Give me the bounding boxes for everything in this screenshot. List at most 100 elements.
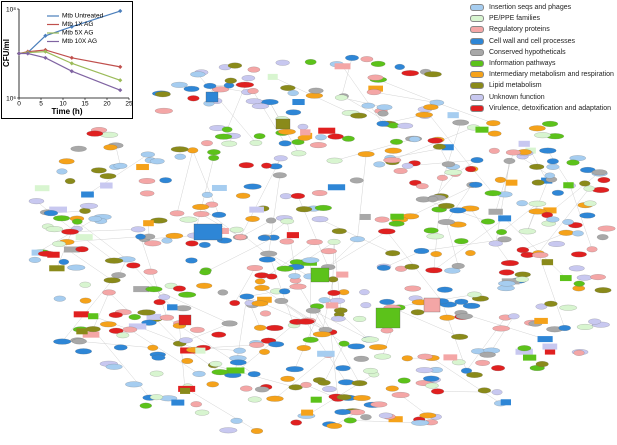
edge [129, 329, 200, 375]
node [143, 220, 154, 227]
node [239, 293, 255, 300]
node [278, 140, 292, 147]
node [130, 226, 146, 233]
node [217, 289, 229, 296]
node [423, 375, 440, 382]
node [267, 73, 278, 80]
node [211, 369, 229, 376]
node [537, 336, 553, 343]
node [411, 419, 430, 426]
data-point [25, 51, 30, 56]
legend-item: Unknown function [470, 93, 615, 102]
legend-label: Cell wall and cell processes [489, 37, 575, 45]
node [103, 277, 121, 284]
node [49, 265, 65, 272]
node [137, 309, 156, 316]
node [433, 143, 446, 150]
node [462, 302, 481, 309]
data-point [43, 33, 48, 38]
edge [400, 394, 428, 416]
node [226, 367, 245, 374]
node [34, 185, 50, 192]
node [243, 183, 262, 190]
node [234, 234, 247, 241]
node [325, 302, 339, 309]
node [260, 310, 271, 317]
node [209, 361, 223, 367]
node [287, 90, 299, 96]
node [588, 318, 602, 325]
node [498, 280, 516, 287]
edge [261, 287, 309, 321]
edge [538, 253, 565, 329]
node [385, 250, 401, 257]
legend-swatch [470, 59, 484, 67]
edge [433, 218, 505, 271]
node [311, 190, 328, 196]
x-tick-label: 20 [103, 101, 111, 108]
node [208, 155, 220, 161]
node [302, 257, 320, 264]
edge [37, 218, 96, 253]
node [233, 347, 246, 354]
node [444, 169, 463, 176]
node [190, 326, 205, 333]
node [203, 83, 217, 89]
legend-label: Mtb 5X AG [62, 30, 93, 37]
node [300, 129, 311, 136]
node [576, 274, 593, 281]
node [88, 215, 102, 222]
node [318, 297, 331, 304]
legend-label: Mtb 1X AG [62, 21, 93, 28]
node [52, 240, 66, 247]
legend-label: Mtb Untreated [62, 13, 104, 20]
edge [176, 150, 193, 214]
node [327, 133, 344, 140]
node [469, 181, 483, 188]
node [465, 166, 477, 173]
node [546, 164, 560, 170]
legend-swatch [470, 104, 484, 112]
node [449, 207, 467, 214]
node [310, 396, 322, 403]
legend-label: Regulatory proteins [489, 26, 550, 34]
node [180, 387, 191, 394]
node [171, 399, 185, 406]
node [219, 427, 238, 434]
node [479, 351, 496, 358]
node [566, 159, 580, 166]
node [138, 178, 156, 184]
node [320, 248, 337, 255]
node [136, 164, 149, 171]
node [300, 382, 312, 388]
node [126, 262, 141, 269]
node [551, 189, 564, 196]
x-tick-label: 0 [17, 101, 21, 108]
node [477, 387, 491, 394]
legend-label: PE/PPE families [489, 15, 540, 23]
node [144, 240, 162, 247]
node [532, 252, 549, 258]
node [390, 138, 403, 145]
node [437, 286, 453, 293]
edge [392, 307, 460, 337]
node [75, 348, 92, 355]
legend-label: Intermediary metabolism and respiration [489, 71, 614, 79]
node [268, 341, 285, 348]
node [207, 149, 221, 156]
node [454, 298, 469, 305]
node [229, 226, 244, 233]
node [444, 267, 461, 274]
node [258, 256, 276, 263]
node [326, 422, 343, 429]
legend-item: Lipid metabolism [470, 82, 615, 90]
edge [357, 154, 367, 240]
node [70, 145, 87, 152]
node [413, 248, 430, 254]
edge [268, 175, 281, 254]
node [378, 412, 393, 419]
node [579, 180, 591, 187]
edge [446, 184, 473, 223]
edges [36, 57, 600, 432]
edge [350, 420, 421, 423]
